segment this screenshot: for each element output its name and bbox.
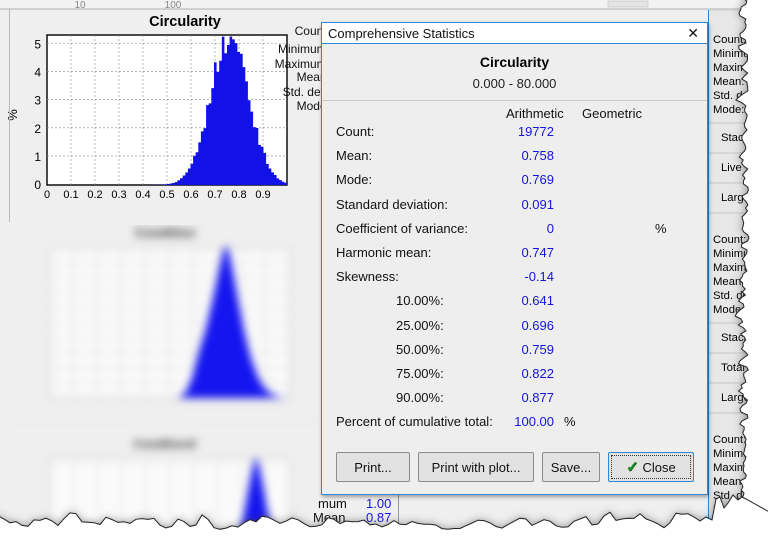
svg-text:Minimum:: Minimum: xyxy=(713,248,762,260)
svg-text:Large: Large xyxy=(721,392,750,404)
svg-text:Maximum:: Maximum: xyxy=(713,262,765,274)
svg-text:Count:: Count: xyxy=(713,34,746,46)
svg-text:Maximum:: Maximum: xyxy=(713,62,765,74)
svg-text:0.8: 0.8 xyxy=(231,189,246,201)
svg-text:2: 2 xyxy=(34,122,41,136)
svg-text:Total: Total xyxy=(721,362,745,374)
svg-text:Condition2: Condition2 xyxy=(134,437,197,451)
svg-text:0.1: 0.1 xyxy=(63,189,78,201)
svg-text:Std. dev.:: Std. dev.: xyxy=(713,290,760,302)
svg-text:0.2: 0.2 xyxy=(87,189,102,201)
svg-text:Std. dev.:: Std. dev.: xyxy=(713,90,760,102)
svg-text:Count:: Count: xyxy=(713,434,746,446)
svg-text:4: 4 xyxy=(34,66,41,80)
svg-text:5: 5 xyxy=(34,38,41,52)
svg-text:0.7: 0.7 xyxy=(207,189,222,201)
svg-text:0.3: 0.3 xyxy=(111,189,126,201)
svg-text:10: 10 xyxy=(74,0,86,11)
svg-text:Mode:: Mode: xyxy=(713,304,744,316)
svg-text:Maximum:: Maximum: xyxy=(713,462,765,474)
svg-text:Stack: Stack xyxy=(721,332,750,344)
svg-text:Stack: Stack xyxy=(721,532,750,544)
svg-text:0.5: 0.5 xyxy=(159,189,174,201)
svg-text:0.4: 0.4 xyxy=(135,189,150,201)
svg-text:Condition: Condition xyxy=(135,225,196,240)
svg-text:Mode:: Mode: xyxy=(713,104,744,116)
svg-text:Mean:: Mean: xyxy=(713,76,744,88)
svg-text:Mean:: Mean: xyxy=(713,276,744,288)
svg-text:3: 3 xyxy=(34,94,41,108)
svg-text:Large: Large xyxy=(721,192,750,204)
svg-text:Mode:: Mode: xyxy=(713,504,744,516)
svg-text:Mean:: Mean: xyxy=(713,476,744,488)
svg-text:Stack: Stack xyxy=(721,132,750,144)
svg-text:0.9: 0.9 xyxy=(255,189,270,201)
svg-text:Minimum:: Minimum: xyxy=(713,448,762,460)
svg-text:Std. dev.:: Std. dev.: xyxy=(713,490,760,502)
svg-text:Minimum:: Minimum: xyxy=(713,48,762,60)
svg-text:Count:: Count: xyxy=(713,234,746,246)
svg-text:100: 100 xyxy=(165,0,182,11)
svg-text:Live: Live xyxy=(721,162,742,174)
svg-text:0.6: 0.6 xyxy=(183,189,198,201)
svg-text:%: % xyxy=(5,109,20,121)
svg-text:1: 1 xyxy=(34,150,41,164)
svg-text:0: 0 xyxy=(44,189,50,201)
svg-text:0: 0 xyxy=(34,178,41,192)
